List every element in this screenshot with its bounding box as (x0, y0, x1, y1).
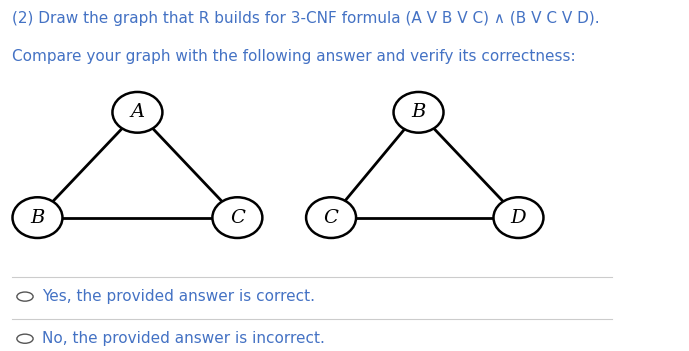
Text: C: C (230, 208, 245, 227)
Ellipse shape (306, 197, 356, 238)
Ellipse shape (393, 92, 444, 133)
Text: Compare your graph with the following answer and verify its correctness:: Compare your graph with the following an… (12, 49, 576, 64)
Text: B: B (30, 208, 45, 227)
Text: (2) Draw the graph that R builds for 3-CNF formula (A V B V C) ∧ (B V C V D).: (2) Draw the graph that R builds for 3-C… (12, 11, 600, 26)
Text: A: A (130, 103, 145, 121)
Text: C: C (324, 208, 338, 227)
Ellipse shape (212, 197, 263, 238)
Text: D: D (511, 208, 526, 227)
Circle shape (17, 334, 33, 343)
Ellipse shape (12, 197, 63, 238)
Text: Yes, the provided answer is correct.: Yes, the provided answer is correct. (43, 289, 316, 304)
Circle shape (17, 292, 33, 301)
Text: No, the provided answer is incorrect.: No, the provided answer is incorrect. (43, 331, 325, 346)
Ellipse shape (112, 92, 163, 133)
Ellipse shape (493, 197, 544, 238)
Text: B: B (411, 103, 426, 121)
